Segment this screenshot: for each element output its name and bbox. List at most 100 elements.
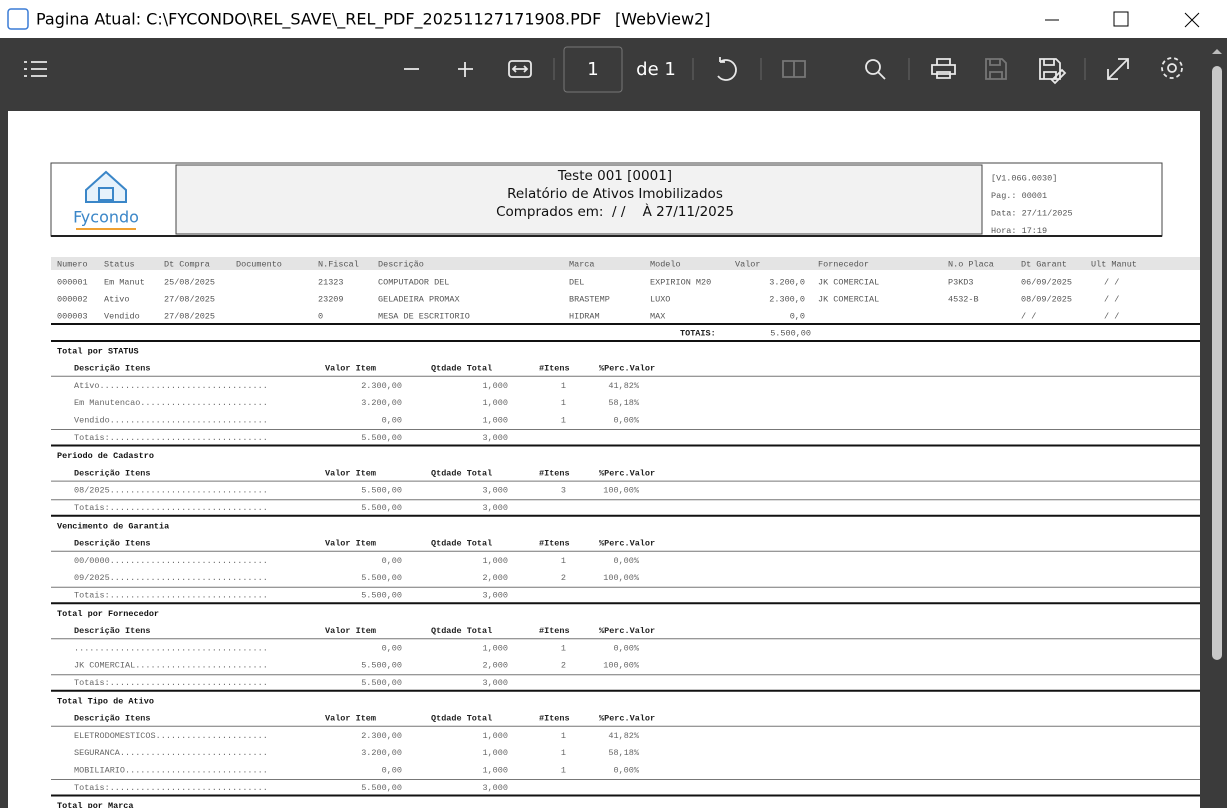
cell: Vendido............................... <box>74 415 268 425</box>
cell: 1 <box>561 748 566 758</box>
section-column-header: #Itens <box>539 626 570 636</box>
cell: JK COMERCIAL <box>818 277 879 287</box>
scroll-thumb[interactable] <box>1212 66 1222 660</box>
cell: / / <box>1021 311 1036 321</box>
section-column-header: Valor Item <box>325 539 376 549</box>
totals-value: 5.500,00 <box>770 328 811 338</box>
section-totals: 3,000 <box>482 503 508 513</box>
cell: 3.200,00 <box>361 748 402 758</box>
cell: 1,000 <box>482 381 508 391</box>
section-totals: 5.500,00 <box>361 783 402 793</box>
header-center <box>175 164 983 235</box>
cell: 4532-B <box>948 294 979 304</box>
cell: 2,000 <box>482 573 508 583</box>
close[interactable] <box>1184 12 1200 28</box>
column-header: N.o Placa <box>948 259 994 269</box>
cell: / / <box>1104 311 1119 321</box>
scroll-up[interactable] <box>1212 49 1222 54</box>
cell: 0,00 <box>382 556 402 566</box>
cell: 1,000 <box>482 398 508 408</box>
cell: LUXO <box>650 294 670 304</box>
page-count: de 1 <box>636 59 676 80</box>
save-as[interactable] <box>1039 58 1067 85</box>
cell: ...................................... <box>74 643 268 653</box>
section-totals: Totais:............................... <box>74 433 268 443</box>
cell: 41,82% <box>608 731 640 741</box>
column-header-bg <box>51 257 1200 270</box>
cell: 00/0000............................... <box>74 556 268 566</box>
report-title: Relatório de Ativos Imobilizados <box>507 186 723 202</box>
search[interactable] <box>865 59 886 80</box>
print[interactable] <box>931 58 956 79</box>
cell: 0,00% <box>613 765 639 775</box>
section-totals: 5.500,00 <box>361 503 402 513</box>
report-info: Pag.: 00001 <box>991 191 1047 201</box>
cell: SEGURANCA............................. <box>74 748 268 758</box>
section-totals: 5.500,00 <box>361 678 402 688</box>
cell: 0,0 <box>790 311 805 321</box>
fullscreen[interactable] <box>1107 58 1129 80</box>
section-column-header: Qtdade Total <box>431 539 492 549</box>
cell: 23209 <box>318 294 344 304</box>
zoom-in[interactable] <box>458 62 473 77</box>
cell: COMPUTADOR DEL <box>378 277 449 287</box>
cell: 5.500,00 <box>361 661 402 671</box>
cell: 1 <box>561 765 566 775</box>
rotate[interactable] <box>717 57 737 81</box>
cell: MOBILIARIO............................ <box>74 765 268 775</box>
section-column-header: Valor Item <box>325 714 376 724</box>
settings[interactable] <box>1161 57 1183 79</box>
section-column-header: Qtdade Total <box>431 714 492 724</box>
cell: 1,000 <box>482 643 508 653</box>
column-header: Documento <box>236 259 282 269</box>
column-header: Dt Compra <box>164 259 210 269</box>
save[interactable] <box>985 58 1007 80</box>
cell: 2,000 <box>482 661 508 671</box>
section-totals: Totais:............................... <box>74 503 268 513</box>
toolbar: 1 de 1 <box>24 46 1183 93</box>
cell: 21323 <box>318 277 344 287</box>
cell: Ativo................................. <box>74 381 268 391</box>
section-title: Total Tipo de Ativo <box>57 696 154 706</box>
section-title: Total por STATUS <box>57 346 139 356</box>
section-column-header: Qtdade Total <box>431 468 492 478</box>
section-column-header: #Itens <box>539 468 570 478</box>
cell: / / <box>1104 294 1119 304</box>
cell: 2.300,0 <box>769 294 805 304</box>
section-totals: Totais:............................... <box>74 783 268 793</box>
section-totals: 3,000 <box>482 433 508 443</box>
logo-text: Fycondo <box>73 208 139 227</box>
cell: 1,000 <box>482 556 508 566</box>
cell: 000003 <box>57 311 88 321</box>
page-input[interactable] <box>563 46 623 93</box>
cell: 3,000 <box>482 486 508 496</box>
toc-button[interactable] <box>24 61 47 77</box>
cell: Vendido <box>104 311 140 321</box>
section-title: Total por Marca <box>57 801 134 808</box>
section-totals: Totais:............................... <box>74 590 268 600</box>
cell: 2 <box>561 661 566 671</box>
maximize[interactable] <box>1113 11 1129 27</box>
cell: 5.500,00 <box>361 573 402 583</box>
section-column-header: %Perc.Valor <box>599 714 655 724</box>
cell: 1,000 <box>482 415 508 425</box>
column-header: Dt Garant <box>1021 259 1067 269</box>
section-column-header: Valor Item <box>325 468 376 478</box>
section-column-header: %Perc.Valor <box>599 468 655 478</box>
fit-width[interactable] <box>508 60 532 78</box>
cell: 1,000 <box>482 765 508 775</box>
section-title: Periodo de Cadastro <box>57 451 154 461</box>
cell: 09/2025............................... <box>74 573 268 583</box>
cell: 100,00% <box>603 486 640 496</box>
report-title: Comprados em: / / À 27/11/2025 <box>496 203 734 220</box>
report-info: Data: 27/11/2025 <box>991 208 1073 218</box>
cell: Em Manut <box>104 277 145 287</box>
app-icon <box>7 8 29 30</box>
cell: 27/08/2025 <box>164 294 215 304</box>
two-page[interactable] <box>782 60 806 78</box>
cell: 58,18% <box>608 398 640 408</box>
cell: 2.300,00 <box>361 731 402 741</box>
section-column-header: Descrição Itens <box>74 364 151 374</box>
cell: 0,00% <box>613 643 639 653</box>
